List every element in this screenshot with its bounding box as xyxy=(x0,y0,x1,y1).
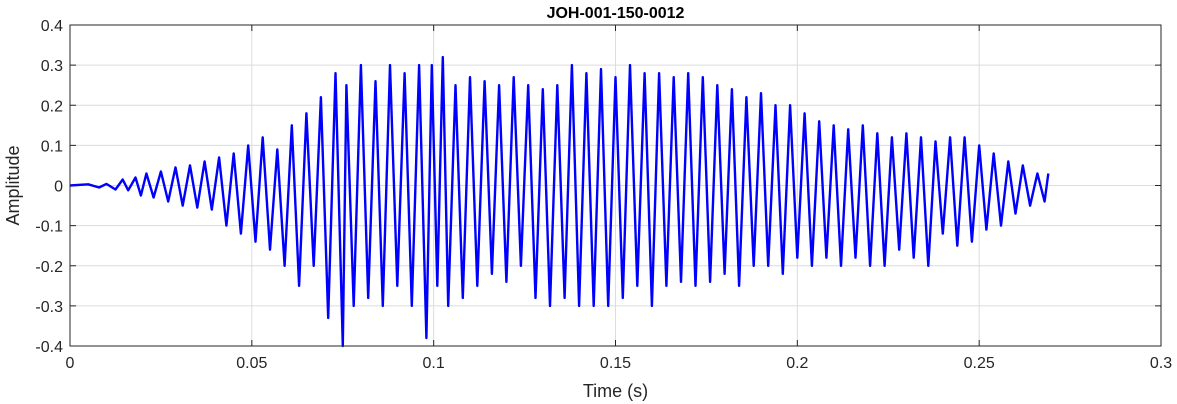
y-axis-label: Amplitude xyxy=(3,145,23,225)
x-tick-label: 0.2 xyxy=(786,355,808,372)
y-tick-label: -0.1 xyxy=(35,219,63,236)
x-tick-label: 0 xyxy=(66,355,75,372)
y-tick-label: 0.2 xyxy=(41,98,63,115)
x-tick-label: 0.25 xyxy=(964,355,995,372)
x-axis-label: Time (s) xyxy=(583,381,648,401)
signal-line xyxy=(69,55,1050,348)
plot-area xyxy=(69,55,1050,348)
y-tick-label: -0.4 xyxy=(35,339,63,356)
x-tick-label: 0.1 xyxy=(423,355,445,372)
y-axis-ticks: -0.4 -0.3 -0.2 -0.1 0 0.1 0.2 0.3 0.4 xyxy=(35,18,1161,356)
y-tick-label: 0 xyxy=(54,179,63,196)
y-tick-label: 0.1 xyxy=(41,138,63,155)
x-tick-label: 0.05 xyxy=(236,355,267,372)
y-tick-label: -0.2 xyxy=(35,259,63,276)
x-tick-label: 0.15 xyxy=(600,355,631,372)
x-tick-label: 0.3 xyxy=(1150,355,1172,372)
y-tick-label: 0.3 xyxy=(41,58,63,75)
chart-title: JOH-001-150-0012 xyxy=(547,5,685,22)
y-tick-label: 0.4 xyxy=(41,18,63,35)
x-axis-ticks: 0 0.05 0.1 0.15 0.2 0.25 0.3 xyxy=(66,25,1172,372)
y-tick-label: -0.3 xyxy=(35,299,63,316)
